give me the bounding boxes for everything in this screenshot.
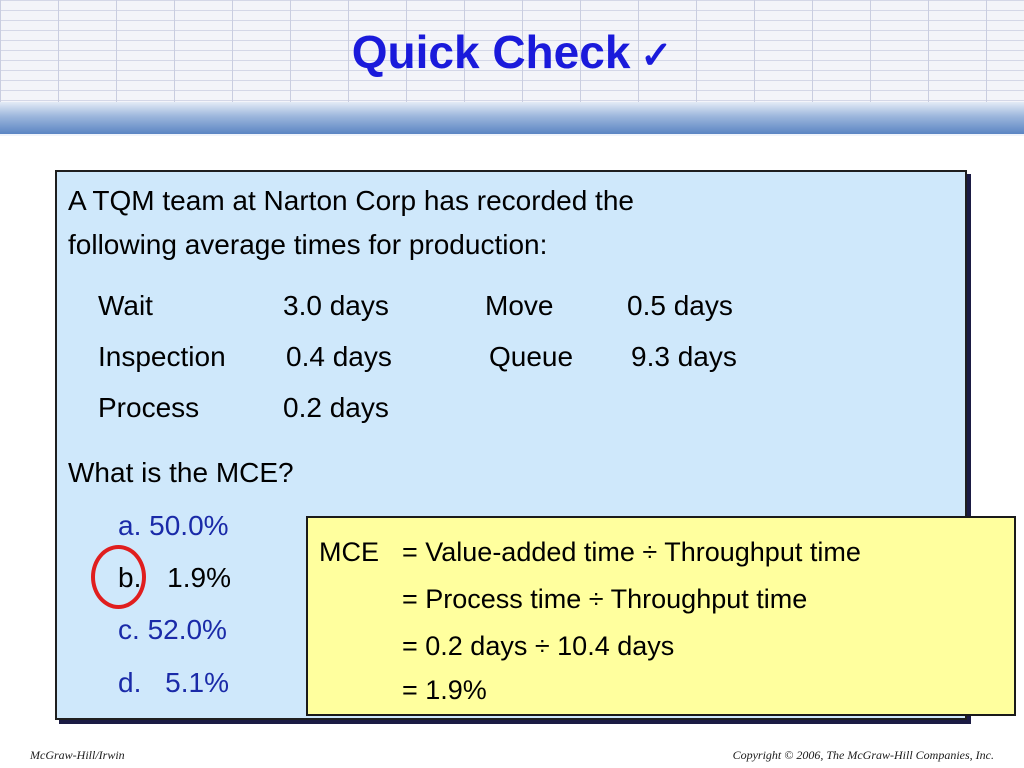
time-label-move: Move	[485, 290, 554, 321]
answer-lhs: MCE	[319, 537, 379, 567]
time-label-process: Process	[98, 392, 200, 423]
answer-line-3: = 0.2 days ÷ 10.4 days	[402, 631, 675, 661]
choice-c-value: 52.0%	[147, 614, 227, 645]
footer-publisher: McGraw-Hill/Irwin	[30, 748, 125, 762]
slide-title: Quick Check ✓	[0, 26, 1024, 82]
choice-a: a. 50.0%	[118, 509, 229, 543]
footer-copyright: Copyright © 2006, The McGraw-Hill Compan…	[732, 748, 994, 762]
answer-box: MCE = Value-added time ÷ Throughput time…	[306, 516, 1016, 716]
choice-d-letter: d.	[118, 667, 142, 698]
time-label-wait: Wait	[98, 290, 153, 321]
time-value-wait: 3.0 days	[283, 290, 389, 321]
time-value-process: 0.2 days	[283, 392, 389, 423]
header-grid-background	[0, 0, 1024, 102]
slide-title-text: Quick Check	[351, 26, 631, 78]
selected-answer-circle	[91, 545, 146, 609]
header-band-divider	[0, 134, 1024, 136]
checkmark-icon: ✓	[640, 35, 673, 77]
choice-c-letter: c.	[118, 614, 140, 645]
question-intro-line-1: A TQM team at Narton Corp has recorded t…	[68, 185, 634, 216]
time-value-queue: 9.3 days	[631, 341, 737, 372]
choice-a-letter: a.	[118, 510, 142, 541]
answer-line-4: = 1.9%	[402, 675, 487, 705]
question-intro-line-2: following average times for production:	[68, 229, 548, 260]
question-prompt: What is the MCE?	[68, 457, 294, 488]
header-band	[0, 102, 1024, 134]
answer-line-1: = Value-added time ÷ Throughput time	[402, 537, 861, 567]
choice-d-value: 5.1%	[165, 667, 229, 698]
time-value-inspection: 0.4 days	[286, 341, 392, 372]
choice-c: c. 52.0%	[118, 613, 227, 647]
choice-d: d. 5.1%	[118, 666, 229, 700]
time-value-move: 0.5 days	[627, 290, 733, 321]
choice-b-value: 1.9%	[167, 562, 231, 593]
answer-line-2: = Process time ÷ Throughput time	[402, 584, 808, 614]
time-label-queue: Queue	[489, 341, 574, 372]
time-label-inspection: Inspection	[98, 341, 226, 372]
choice-a-value: 50.0%	[149, 510, 229, 541]
